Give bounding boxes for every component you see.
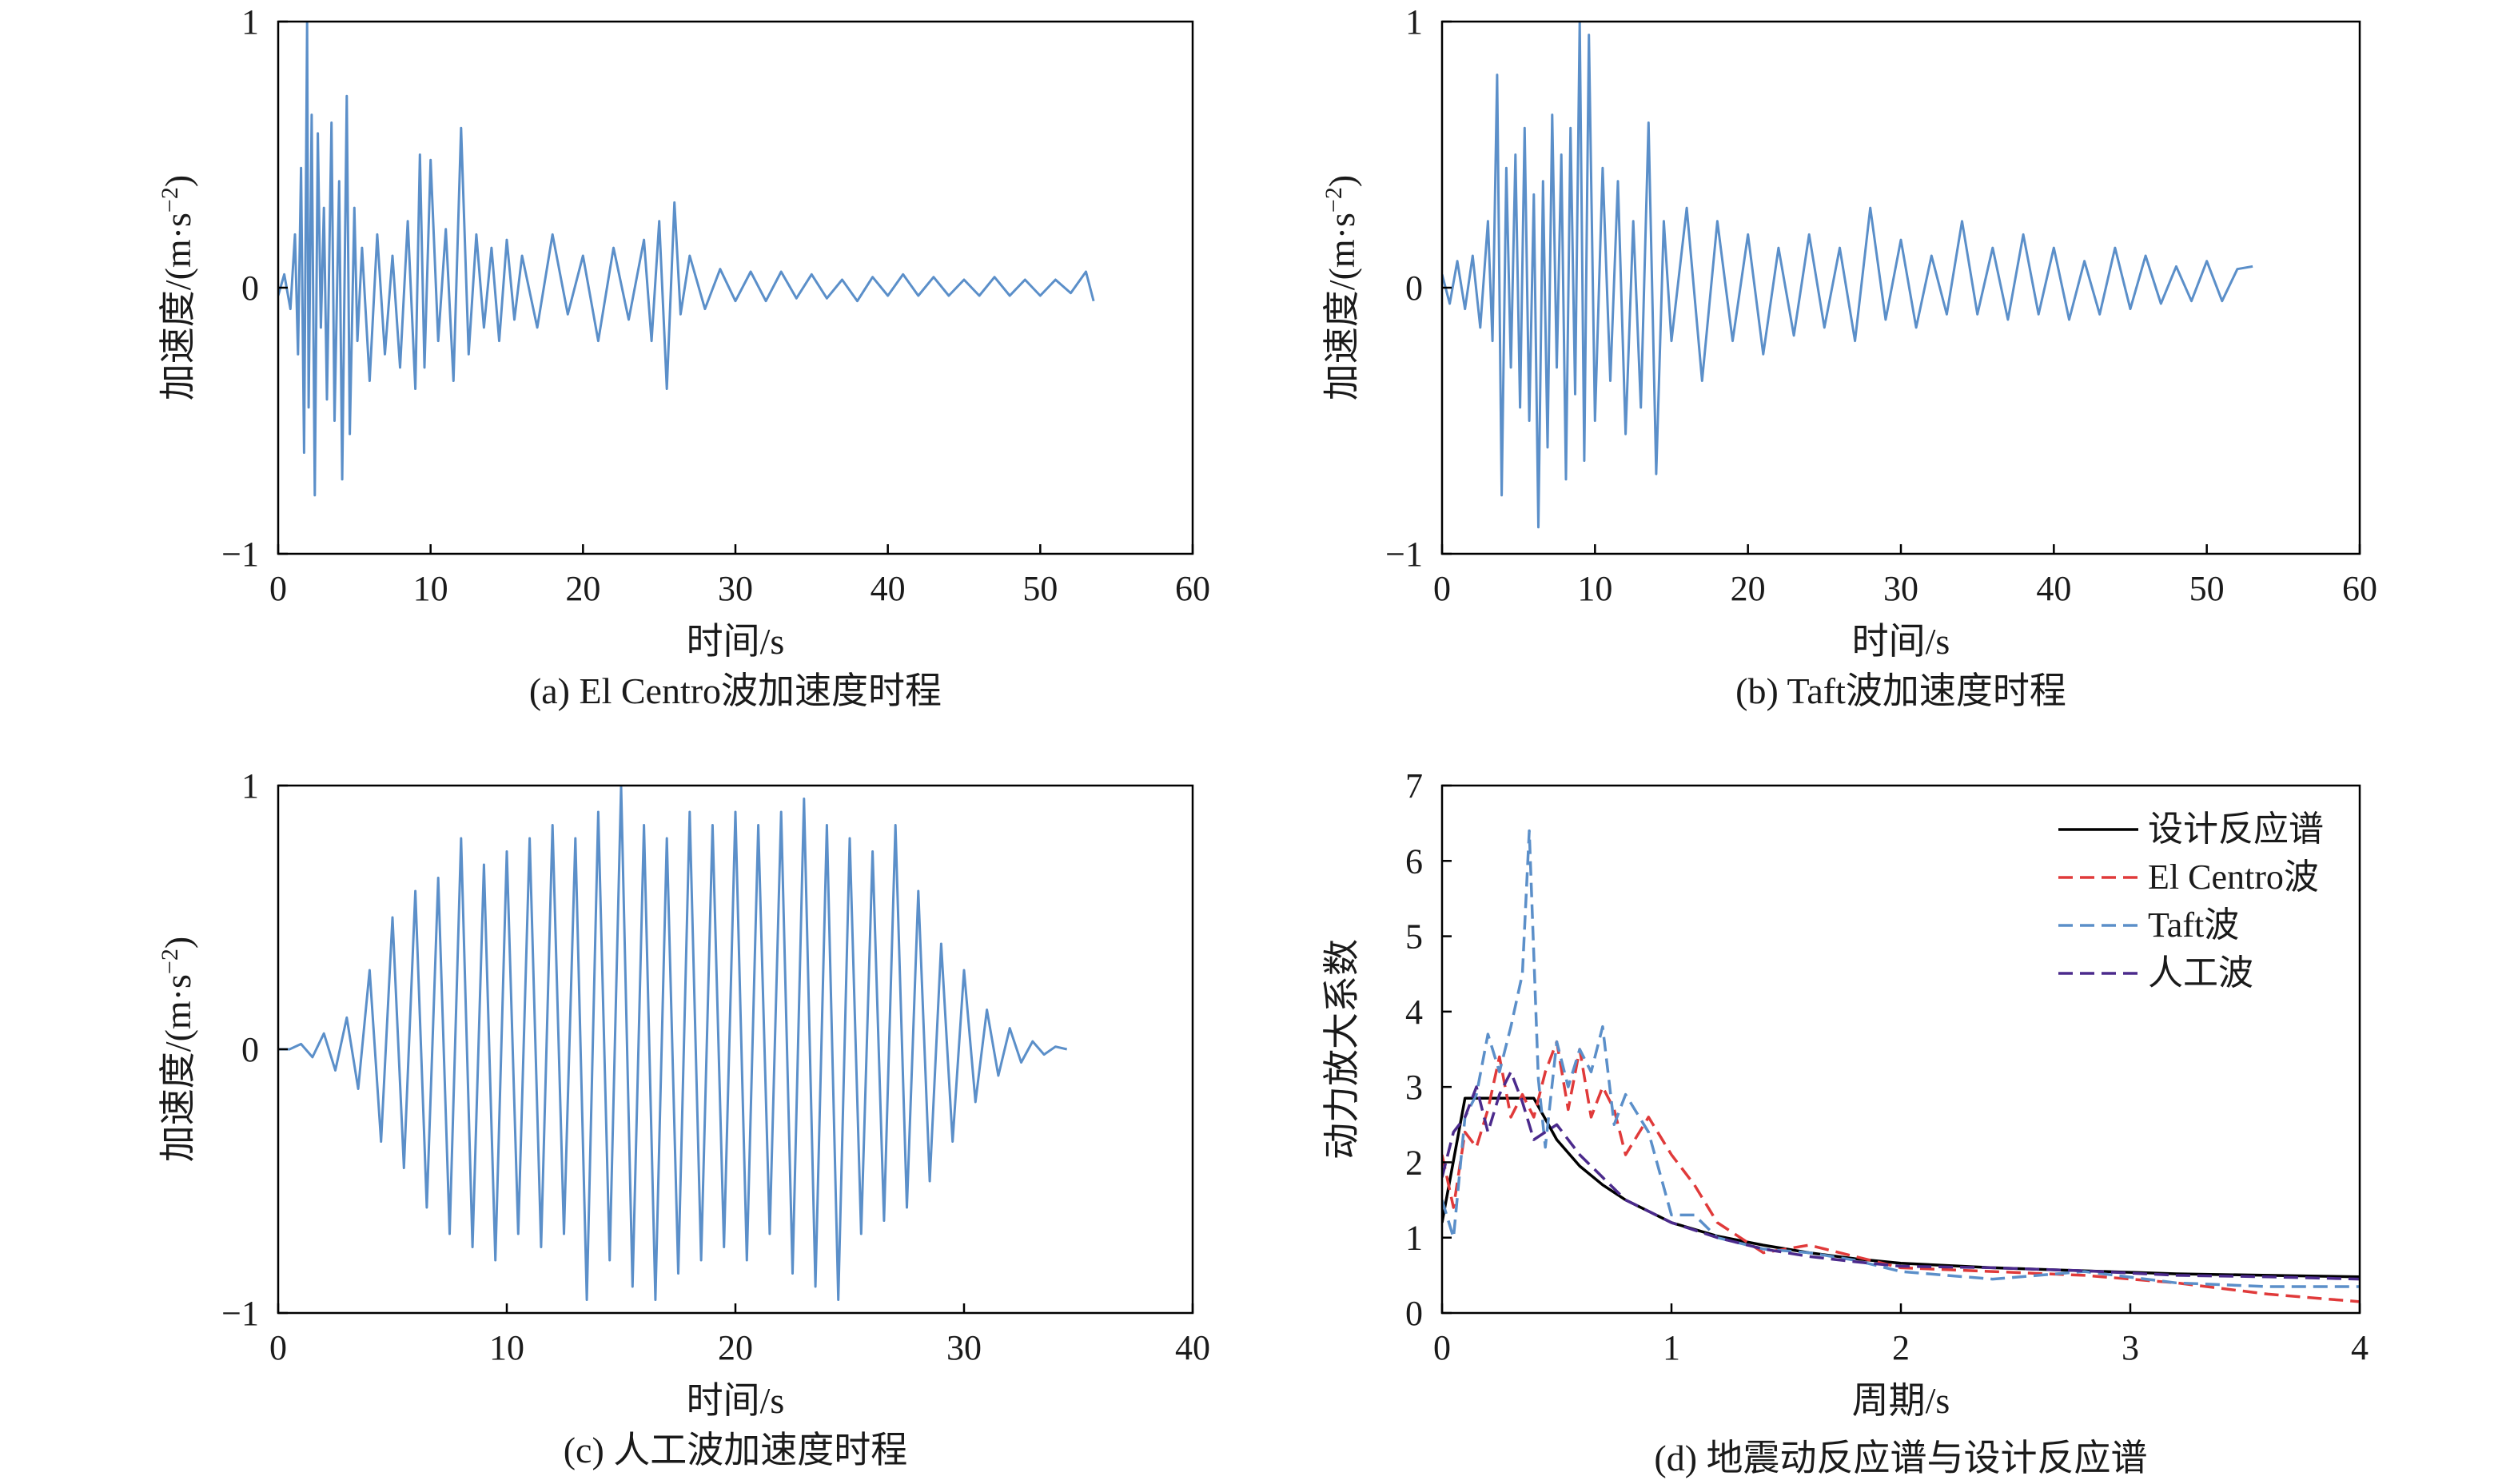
series-line-d-2: [1442, 829, 2360, 1288]
x-tick-label-b: 0: [1433, 569, 1451, 608]
caption-c: (c) 人工波加速度时程: [564, 1430, 908, 1470]
caption-d: (d) 地震动反应谱与设计反应谱: [1654, 1438, 2147, 1478]
y-tick-label-a: −1: [221, 535, 259, 574]
x-tick-label-a: 20: [565, 569, 600, 608]
y-tick-label-b: 1: [1405, 2, 1423, 42]
y-tick-label-c: 0: [241, 1030, 259, 1069]
y-tick-label-b: −1: [1385, 535, 1423, 574]
x-axis-label-b: 时间/s: [1852, 621, 1950, 662]
y-axis-label-d: 动力放大系数: [1321, 939, 1362, 1160]
y-tick-label-c: −1: [221, 1294, 259, 1333]
y-axis-label-c: 加速度/(m·s−2): [157, 937, 198, 1162]
x-tick-label-d: 0: [1433, 1328, 1451, 1367]
y-tick-label-d: 2: [1405, 1143, 1423, 1182]
x-tick-label-b: 60: [2342, 569, 2377, 608]
x-tick-label-a: 30: [718, 569, 753, 608]
x-tick-label-c: 10: [489, 1328, 524, 1367]
x-tick-label-a: 40: [871, 569, 906, 608]
x-tick-label-b: 50: [2189, 569, 2225, 608]
x-tick-label-a: 10: [413, 569, 448, 608]
y-tick-label-d: 1: [1405, 1219, 1423, 1258]
plot-frame-a: [277, 20, 1194, 555]
series-line-d-0: [1442, 1096, 2360, 1279]
y-tick-label-d: 6: [1405, 841, 1423, 881]
x-tick-label-a: 0: [269, 569, 287, 608]
caption-a: (a) El Centro波加速度时程: [529, 670, 942, 711]
x-tick-label-b: 40: [2036, 569, 2071, 608]
x-tick-label-d: 3: [2122, 1328, 2139, 1367]
x-tick-label-d: 2: [1892, 1328, 1910, 1367]
x-tick-label-b: 10: [1577, 569, 1612, 608]
x-axis-label-a: 时间/s: [687, 621, 785, 662]
series-line-c-0: [278, 786, 1068, 1301]
y-axis-label-a: 加速度/(m·s−2): [157, 175, 198, 400]
series-line-d-3: [1442, 1070, 2360, 1281]
series-line-d-1: [1442, 1040, 2360, 1303]
x-tick-label-d: 4: [2351, 1328, 2369, 1367]
x-tick-label-d: 1: [1663, 1328, 1680, 1367]
x-tick-label-a: 50: [1022, 569, 1058, 608]
series-line-b-0: [1442, 22, 2253, 529]
x-tick-label-c: 40: [1175, 1328, 1210, 1367]
legend-label-2: Taft波: [2148, 905, 2239, 945]
x-axis-label-c: 时间/s: [687, 1380, 785, 1421]
y-tick-label-a: 1: [241, 2, 259, 42]
y-tick-label-d: 4: [1405, 993, 1423, 1032]
y-axis-label-b: 加速度/(m·s−2): [1321, 175, 1362, 400]
series-line-a-0: [278, 22, 1095, 497]
y-tick-label-b: 0: [1405, 269, 1423, 308]
x-tick-label-c: 20: [718, 1328, 753, 1367]
x-tick-label-b: 20: [1731, 569, 1766, 608]
y-tick-label-d: 5: [1405, 917, 1423, 957]
x-axis-label-d: 周期/s: [1852, 1380, 1950, 1421]
legend-label-0: 设计反应谱: [2148, 810, 2324, 849]
legend-label-1: El Centro波: [2148, 857, 2319, 897]
x-tick-label-b: 30: [1883, 569, 1918, 608]
y-tick-label-d: 7: [1405, 766, 1423, 806]
x-tick-label-c: 30: [946, 1328, 982, 1367]
y-tick-label-d: 3: [1405, 1068, 1423, 1107]
panel-d: 0 1 2 3 4 0 1 2 3 4 5 6 7 周期/s 动力放大系数 (d) 地震动反应谱与设计反应谱 设…: [1321, 766, 2369, 1478]
legend-label-3: 人工波: [2148, 953, 2253, 993]
x-tick-label-c: 0: [269, 1328, 287, 1367]
plot-frame-c: [277, 784, 1194, 1315]
x-tick-label-a: 60: [1175, 569, 1210, 608]
y-tick-label-a: 0: [241, 269, 259, 308]
caption-b: (b) Taft波加速度时程: [1735, 670, 2066, 711]
y-tick-label-c: 1: [241, 766, 259, 806]
y-tick-label-d: 0: [1405, 1294, 1423, 1333]
